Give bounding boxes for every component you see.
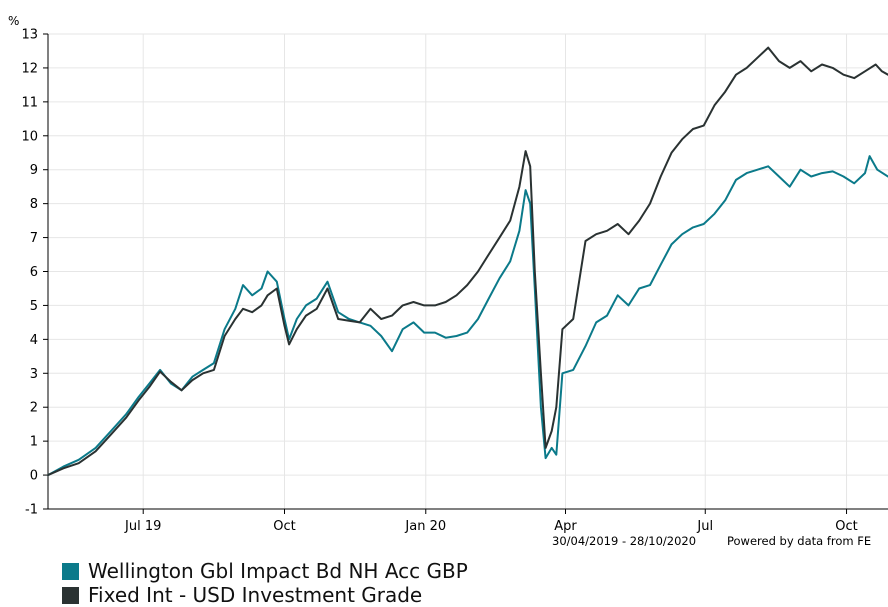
y-tick-label: 1 (30, 435, 38, 450)
x-tick-label: Jul 19 (124, 519, 161, 534)
y-tick-label: 6 (30, 265, 38, 280)
y-tick-label: 3 (30, 367, 38, 382)
series-lines (47, 46, 888, 477)
legend-item-wellington: Wellington Gbl Impact Bd NH Acc GBP (62, 559, 468, 583)
x-tick-label: Jul (696, 519, 713, 534)
y-tick-label: 10 (21, 129, 38, 144)
x-tick-label: Jan 20 (404, 519, 446, 534)
legend-swatch-fixed-int (62, 586, 79, 604)
y-tick-label: 12 (21, 61, 38, 76)
y-tick-label: 13 (21, 28, 38, 43)
legend-label-fixed-int: Fixed Int - USD Investment Grade (88, 583, 423, 607)
legend-swatch-wellington (62, 562, 79, 580)
x-tick-label: Oct (273, 519, 295, 534)
y-tick-label: 8 (30, 197, 38, 212)
series-line-fixed-int (47, 46, 888, 477)
date-range-text: 30/04/2019 - 28/10/2020 (552, 534, 696, 548)
x-tick-label: Oct (835, 519, 857, 534)
chart-legend: Wellington Gbl Impact Bd NH Acc GBP Fixe… (62, 559, 468, 607)
x-tick-label: Apr (554, 519, 577, 534)
y-tick-label: 7 (30, 231, 38, 246)
y-tick-label: 11 (21, 95, 38, 110)
data-credit-text: Powered by data from FE (727, 534, 871, 548)
y-tick-label: -1 (25, 503, 38, 518)
y-tick-label: 5 (30, 299, 38, 314)
gridlines (48, 33, 888, 510)
y-tick-label: 4 (30, 333, 38, 348)
y-tick-label: 0 (30, 469, 38, 484)
series-line-wellington (47, 155, 888, 477)
legend-item-fixed-int: Fixed Int - USD Investment Grade (62, 583, 468, 607)
y-tick-label: 9 (30, 163, 38, 178)
legend-label-wellington: Wellington Gbl Impact Bd NH Acc GBP (88, 559, 468, 583)
y-axis-unit-label: % (8, 14, 19, 28)
y-tick-label: 2 (30, 401, 38, 416)
